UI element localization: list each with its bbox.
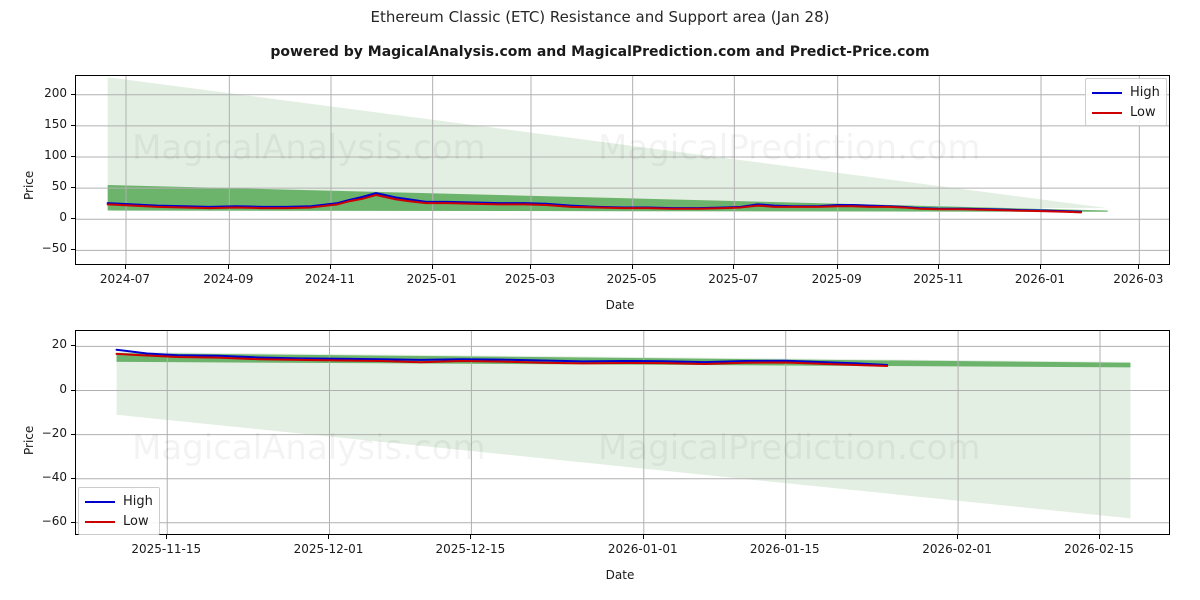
y-tick-label: 50 (51, 179, 67, 194)
x-tick-label: 2025-01 (406, 272, 457, 286)
x-tick-mark (642, 535, 644, 539)
x-tick-mark (733, 265, 735, 269)
y-tick-mark (71, 218, 75, 220)
legend-swatch-low-icon (85, 521, 115, 523)
legend-swatch-high-icon (1092, 92, 1122, 94)
x-tick-label: 2026-01-01 (607, 542, 678, 556)
x-tick-mark (470, 535, 472, 539)
watermark-prediction-top: MagicalPrediction.com (598, 128, 981, 168)
watermark-analysis-bottom: MagicalAnalysis.com (132, 428, 486, 468)
watermark-analysis-top: MagicalAnalysis.com (132, 128, 486, 168)
bottom-chart-plot-area[interactable] (75, 330, 1170, 535)
x-tick-mark (836, 265, 838, 269)
y-tick-label: −50 (41, 241, 67, 256)
x-tick-mark (166, 535, 168, 539)
bottom-chart-x-axis-label: Date (605, 568, 635, 582)
x-tick-label: 2026-03 (1113, 272, 1164, 286)
bottom-chart-legend[interactable]: High Low (78, 487, 160, 535)
x-tick-label: 2024-07 (99, 272, 151, 286)
x-tick-label: 2025-11 (913, 272, 964, 286)
y-tick-label: 0 (59, 210, 67, 225)
y-tick-mark (71, 249, 75, 251)
top-chart-x-axis-label: Date (605, 298, 635, 312)
y-tick-label: 200 (44, 85, 67, 100)
legend-swatch-low-icon (1092, 112, 1122, 114)
legend-label-high: High (123, 494, 153, 509)
y-tick-mark (71, 345, 75, 347)
x-tick-label: 2024-09 (203, 272, 254, 286)
y-tick-label: −40 (41, 469, 67, 484)
y-tick-label: 100 (44, 147, 67, 162)
x-tick-label: 2025-03 (504, 272, 556, 286)
x-tick-mark (431, 265, 433, 269)
x-tick-mark (957, 535, 959, 539)
legend-entry-high[interactable]: High (85, 492, 153, 512)
y-tick-mark (71, 93, 75, 95)
x-tick-label: 2026-01-15 (749, 542, 820, 556)
x-tick-mark (1099, 535, 1101, 539)
x-tick-mark (125, 265, 126, 269)
legend-label-high: High (1130, 85, 1160, 100)
legend-entry-high[interactable]: High (1092, 83, 1160, 103)
x-tick-label: 2024-11 (304, 272, 356, 286)
y-tick-label: 0 (59, 381, 67, 396)
series-line-low (115, 352, 889, 368)
x-tick-label: 2026-02-01 (922, 542, 992, 556)
watermark-prediction-bottom: MagicalPrediction.com (598, 428, 981, 468)
page-title: Ethereum Classic (ETC) Resistance and Su… (370, 8, 830, 26)
x-tick-mark (530, 265, 531, 269)
legend-label-low: Low (123, 514, 149, 529)
x-tick-mark (228, 265, 230, 269)
x-tick-label: 2026-02-15 (1064, 542, 1134, 556)
x-tick-label: 2025-12-01 (293, 542, 364, 556)
x-tick-mark (784, 535, 786, 539)
legend-entry-low[interactable]: Low (1092, 103, 1160, 123)
y-tick-mark (71, 477, 75, 479)
y-tick-label: 20 (51, 337, 67, 352)
y-tick-mark (71, 433, 75, 435)
y-tick-label: 150 (44, 116, 67, 131)
x-tick-mark (328, 535, 330, 539)
x-tick-mark (631, 265, 633, 269)
top-chart-legend[interactable]: High Low (1085, 78, 1167, 126)
x-tick-label: 2025-05 (606, 272, 657, 286)
y-tick-mark (71, 155, 75, 157)
y-tick-mark (71, 521, 75, 523)
x-tick-label: 2025-09 (811, 272, 862, 286)
series-line-low (106, 193, 1082, 214)
x-tick-mark (1040, 265, 1041, 269)
y-tick-label: −20 (41, 425, 67, 440)
x-tick-label: 2025-11-15 (131, 542, 202, 556)
series-line-high (115, 348, 889, 366)
band-outer-cone (116, 351, 1131, 519)
x-tick-label: 2025-07 (708, 272, 759, 286)
x-tick-mark (1138, 265, 1140, 269)
y-tick-mark (71, 124, 75, 126)
x-tick-label: 2025-12-15 (435, 542, 506, 556)
y-tick-label: −60 (41, 513, 67, 528)
y-tick-mark (71, 389, 75, 391)
x-tick-label: 2026-01 (1014, 272, 1066, 286)
page-subtitle: powered by MagicalAnalysis.com and Magic… (270, 44, 930, 60)
legend-label-low: Low (1130, 105, 1156, 120)
x-tick-mark (938, 265, 940, 269)
top-chart-plot-area[interactable] (75, 75, 1170, 265)
x-tick-mark (330, 265, 331, 269)
legend-entry-low[interactable]: Low (85, 512, 153, 532)
legend-swatch-high-icon (85, 501, 115, 503)
y-tick-mark (71, 187, 75, 189)
